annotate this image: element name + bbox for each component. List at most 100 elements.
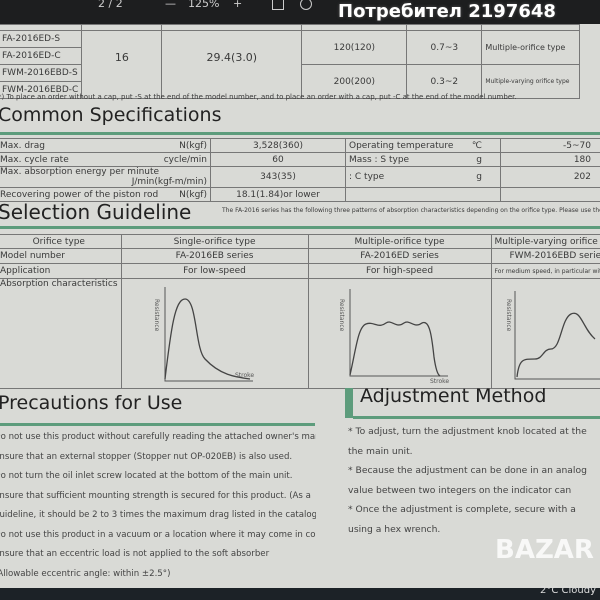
column-header: Multiple-orifice type (307, 234, 492, 249)
list-line: Ensure that sufficient mounting strength… (0, 490, 311, 501)
type-cell: Multiple-orifice type (481, 30, 580, 65)
model-cell: FA-2016EB series (120, 248, 309, 264)
spec-value: 3,528(360) (210, 138, 346, 153)
spec-value: -5~70 (500, 138, 600, 153)
list-line: Do not use this product in a vacuum or a… (0, 529, 316, 540)
spec-value: 18.1(1.84)or lower (210, 187, 346, 202)
spec-label (345, 187, 501, 202)
list-line: value between two integers on the indica… (348, 484, 572, 496)
list-line: the main unit. (348, 445, 413, 457)
list-line: (Allowable eccentric angle: within ±2.5°… (0, 568, 171, 579)
list-line: using a hex wrench. (348, 523, 441, 535)
chart-multiple-orifice: Resistance Stroke (307, 278, 492, 389)
model-cell: FWM-2016EBD series (490, 248, 600, 264)
spec-row: Max. drag N(kgf) 3,528(360) Operating tempe… (0, 138, 600, 153)
axis-label: Resistance (153, 299, 160, 332)
spec-label: Max. absorption energy per minute J/min(k… (0, 166, 211, 188)
divider (0, 226, 600, 229)
pdf-toolbar: 2 / 2 — 125% + (0, 0, 600, 24)
curve (163, 298, 250, 380)
column-header: Multiple-varying orifice type (490, 234, 600, 249)
application-cell: For medium speed, in particular with a (490, 263, 600, 279)
row-label: Orifice type (0, 234, 122, 249)
list-line: Do not turn the oil inlet screw located … (0, 471, 293, 481)
bazar-logo: BAZAR (495, 535, 594, 565)
selection-intro: The FA-2016 series has the following thr… (222, 207, 600, 214)
zoom-out-button[interactable]: — (165, 0, 176, 10)
application-cell: For high-speed (307, 263, 492, 279)
stroke-cell: 16 (81, 30, 163, 99)
divider (0, 132, 600, 135)
spec-row: Max. absorption energy per minute J/min(k… (0, 166, 600, 188)
spec-label: Mass : S type g (345, 152, 501, 167)
row-label: Model number (0, 248, 122, 264)
precautions-heading: Precautions for Use (0, 392, 183, 414)
column-header: Single-orifice type (120, 234, 309, 249)
curve (348, 321, 440, 377)
list-line: * Because the adjustment can be done in … (348, 465, 587, 476)
rotate-icon[interactable] (300, 0, 312, 10)
list-line: * Once the adjustment is complete, secur… (348, 504, 576, 515)
model-cell: FA-2016ED-S (0, 30, 83, 48)
axis-label: Stroke (430, 378, 449, 385)
spec-label: Recovering power of the piston rod N(kgf) (0, 187, 211, 202)
spec-row: Recovering power of the piston rod N(kgf)… (0, 187, 600, 202)
common-specs-heading: Common Specifications (0, 104, 222, 126)
value-cell: 120(120) (301, 30, 408, 65)
common-specs-table: Max. drag N(kgf) 3,528(360) Operating tempe… (0, 138, 600, 202)
range-cell: 0.7~3 (406, 30, 483, 65)
spec-value: 60 (210, 152, 346, 167)
range-cell: 0.3~2 (406, 64, 483, 99)
divider (353, 416, 600, 419)
chart-multiple-varying: Resistance (490, 278, 600, 389)
model-cell: FWM-2016EBD-C (0, 81, 83, 99)
spec-label: Max. cycle rate cycle/min (0, 152, 211, 167)
model-cell: FA-2016ED-C (0, 47, 83, 65)
spec-value: 180 (500, 152, 600, 167)
weather-widget[interactable]: 2°C Cloudy (539, 585, 596, 596)
model-cell: FWM-2016EBD-S (0, 64, 83, 82)
footnote: *) To place an order without a cap, put … (0, 93, 517, 101)
page-indicator[interactable]: 2 / 2 (98, 0, 123, 10)
spec-value: 202 (500, 166, 600, 188)
spec-label: Operating temperature ℃ (345, 138, 501, 153)
adjustment-list: * To adjust, turn the adjustment knob lo… (348, 422, 600, 539)
curve-diagram: Resistance Stroke (338, 289, 449, 385)
list-line: Ensure that an external stopper (Stopper… (0, 451, 293, 462)
spec-value (500, 187, 600, 202)
zoom-in-button[interactable]: + (233, 0, 243, 10)
heading-marker (345, 388, 353, 418)
application-cell: For low-speed (120, 263, 309, 279)
spec-value: 343(35) (210, 166, 346, 188)
taskbar: 2°C Cloudy (0, 585, 600, 600)
zoom-level[interactable]: 125% (188, 0, 220, 10)
model-table: FA-2016ED-S 16 29.4(3.0) 120(120) 0.7~3 … (0, 24, 580, 99)
chart-single-orifice: Resistance Stroke (120, 278, 309, 389)
curve (515, 312, 595, 378)
model-cell: FA-2016ED series (307, 248, 492, 264)
list-line: * To adjust, turn the adjustment knob lo… (348, 426, 587, 437)
row-label: Application (0, 263, 122, 279)
row-label: Absorption characteristics (0, 278, 122, 389)
list-line: Do not use this product without carefull… (0, 432, 316, 442)
axis-label: Stroke (235, 372, 254, 379)
axis-label: Resistance (338, 299, 345, 332)
value-cell: 200(200) (301, 64, 408, 99)
adjustment-heading: Adjustment Method (360, 385, 547, 407)
user-watermark: Потребител 2197648 (338, 1, 556, 22)
divider (0, 423, 315, 426)
axis-label: Resistance (505, 299, 512, 332)
spec-label: : C type g (345, 166, 501, 188)
selection-heading: Selection Guideline (0, 200, 192, 224)
selection-table: Orifice type Single-orifice type Multipl… (0, 234, 600, 389)
list-line: guideline, it should be 2 to 3 times the… (0, 510, 316, 520)
precautions-list: Do not use this product without carefull… (0, 428, 316, 584)
drag-cell: 29.4(3.0) (161, 30, 303, 99)
curve-diagram: Resistance (505, 291, 600, 380)
type-cell: Multiple-varying orifice type (481, 64, 580, 99)
curve-diagram: Resistance Stroke (153, 287, 254, 382)
spec-row: Max. cycle rate cycle/min 60 Mass : S type g… (0, 152, 600, 167)
spec-label: Max. drag N(kgf) (0, 138, 211, 153)
fit-page-icon[interactable] (272, 0, 284, 10)
list-line: Ensure that an eccentric load is not app… (0, 549, 270, 559)
